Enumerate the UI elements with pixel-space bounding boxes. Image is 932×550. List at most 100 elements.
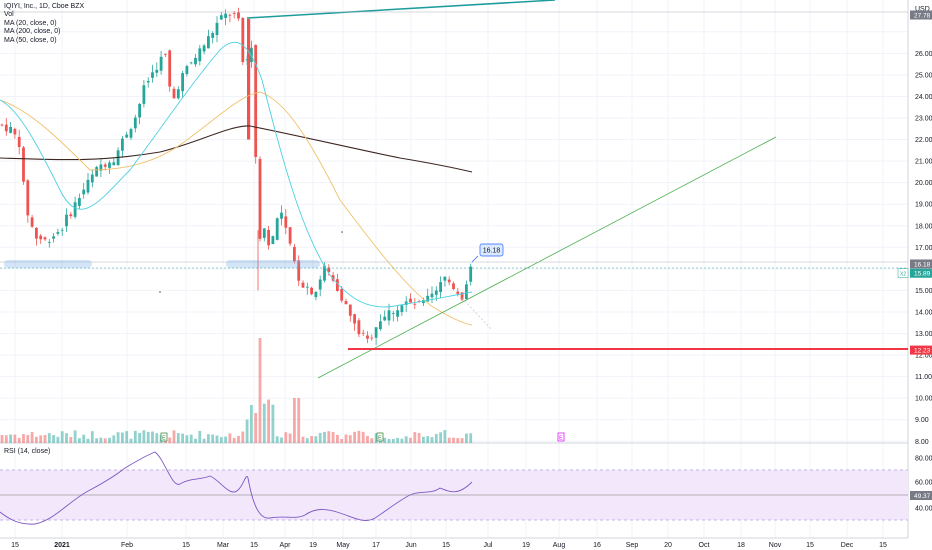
candle-body[interactable] xyxy=(447,279,451,283)
candle-body[interactable] xyxy=(181,73,184,92)
candle-body[interactable] xyxy=(103,164,107,167)
candle-body[interactable] xyxy=(357,320,361,335)
candle-body[interactable] xyxy=(344,301,348,305)
candle-body[interactable] xyxy=(30,217,34,227)
candle-body[interactable] xyxy=(224,13,227,19)
candle-body[interactable] xyxy=(379,321,382,330)
candle-body[interactable] xyxy=(284,216,288,228)
candle-body[interactable] xyxy=(314,291,318,298)
candle-body[interactable] xyxy=(400,305,404,313)
candle-body[interactable] xyxy=(387,310,391,321)
candle-body[interactable] xyxy=(151,72,154,78)
candle-body[interactable] xyxy=(250,47,253,63)
candle-body[interactable] xyxy=(60,229,64,231)
candle-body[interactable] xyxy=(65,214,68,227)
candle-body[interactable] xyxy=(280,212,283,219)
candle-body[interactable] xyxy=(176,89,180,99)
legend-ma200[interactable]: MA (200, close, 0) xyxy=(4,28,61,36)
drawing-tools[interactable]: 16.18 E E E xyxy=(0,0,908,442)
candle-body[interactable] xyxy=(336,279,339,291)
candle-body[interactable] xyxy=(47,242,51,243)
legend-symbol[interactable]: IQIYI, Inc., 1D, Cboe BZX xyxy=(4,3,85,10)
candle-body[interactable] xyxy=(219,15,223,20)
candle-body[interactable] xyxy=(108,162,111,168)
candle-body[interactable] xyxy=(361,332,365,334)
price-candles[interactable] xyxy=(0,7,473,346)
candle-body[interactable] xyxy=(366,335,369,339)
candle-body[interactable] xyxy=(142,85,146,104)
candle-body[interactable] xyxy=(353,314,356,324)
candle-body[interactable] xyxy=(13,128,17,135)
legend-ma50[interactable]: MA (50, close, 0) xyxy=(4,36,57,44)
candle-body[interactable] xyxy=(247,18,251,140)
candle-body[interactable] xyxy=(73,202,77,217)
candle-body[interactable] xyxy=(340,289,344,301)
candle-body[interactable] xyxy=(301,282,305,288)
candle-body[interactable] xyxy=(310,287,313,295)
candle-body[interactable] xyxy=(460,292,464,300)
candle-body[interactable] xyxy=(267,229,270,246)
legend-ma20[interactable]: MA (20, close, 0) xyxy=(4,19,57,27)
candle-body[interactable] xyxy=(241,18,245,63)
candle-body[interactable] xyxy=(198,48,202,62)
candle-body[interactable] xyxy=(456,291,460,294)
highlight-zone-right[interactable] xyxy=(226,260,320,268)
candle-body[interactable] xyxy=(331,275,335,281)
candle-body[interactable] xyxy=(430,293,434,298)
price-callout[interactable] xyxy=(479,243,504,257)
current-price-marker[interactable] xyxy=(897,268,909,278)
candle-body[interactable] xyxy=(164,53,167,55)
candle-body[interactable] xyxy=(370,337,374,339)
candle-body[interactable] xyxy=(129,129,133,138)
candle-body[interactable] xyxy=(422,300,425,304)
candle-body[interactable] xyxy=(189,62,193,64)
candle-body[interactable] xyxy=(9,126,12,133)
candle-body[interactable] xyxy=(262,228,266,238)
candle-body[interactable] xyxy=(383,316,387,321)
candle-body[interactable] xyxy=(275,218,279,240)
candle-body[interactable] xyxy=(4,124,8,132)
candle-body[interactable] xyxy=(327,267,331,273)
candle-body[interactable] xyxy=(172,88,176,99)
candle-body[interactable] xyxy=(443,276,447,281)
candle-body[interactable] xyxy=(22,147,25,182)
highlight-zone-left[interactable] xyxy=(4,260,92,268)
candle-body[interactable] xyxy=(17,136,21,148)
candle-body[interactable] xyxy=(228,14,232,16)
candle-body[interactable] xyxy=(125,134,129,138)
candle-body[interactable] xyxy=(90,174,94,183)
candle-body[interactable] xyxy=(52,236,55,239)
candle-body[interactable] xyxy=(297,260,301,281)
candle-body[interactable] xyxy=(232,13,236,14)
earnings-marker[interactable] xyxy=(557,432,565,442)
candle-body[interactable] xyxy=(404,301,408,305)
candle-body[interactable] xyxy=(465,284,468,300)
candle-body[interactable] xyxy=(39,235,43,240)
candle-body[interactable] xyxy=(254,44,258,158)
candle-body[interactable] xyxy=(121,138,124,151)
candle-body[interactable] xyxy=(391,313,395,314)
candle-body[interactable] xyxy=(99,164,103,171)
candle-body[interactable] xyxy=(348,304,352,316)
candle-body[interactable] xyxy=(0,124,4,126)
candle-body[interactable] xyxy=(82,189,86,195)
candle-body[interactable] xyxy=(271,236,275,245)
candle-body[interactable] xyxy=(194,57,197,65)
candle-body[interactable] xyxy=(413,303,417,305)
candle-body[interactable] xyxy=(237,12,240,19)
candle-body[interactable] xyxy=(439,282,442,293)
candle-body[interactable] xyxy=(323,265,326,281)
candle-body[interactable] xyxy=(168,50,172,87)
earnings-marker[interactable] xyxy=(376,432,384,442)
candle-body[interactable] xyxy=(452,283,455,290)
rsi-legend[interactable]: RSI (14, close) xyxy=(4,448,51,455)
candle-body[interactable] xyxy=(211,32,215,38)
candle-body[interactable] xyxy=(215,22,219,36)
candle-body[interactable] xyxy=(202,45,206,52)
candle-body[interactable] xyxy=(318,279,322,290)
candle-body[interactable] xyxy=(159,56,163,71)
candle-body[interactable] xyxy=(469,266,473,282)
candle-body[interactable] xyxy=(138,103,141,118)
candle-body[interactable] xyxy=(112,162,116,166)
